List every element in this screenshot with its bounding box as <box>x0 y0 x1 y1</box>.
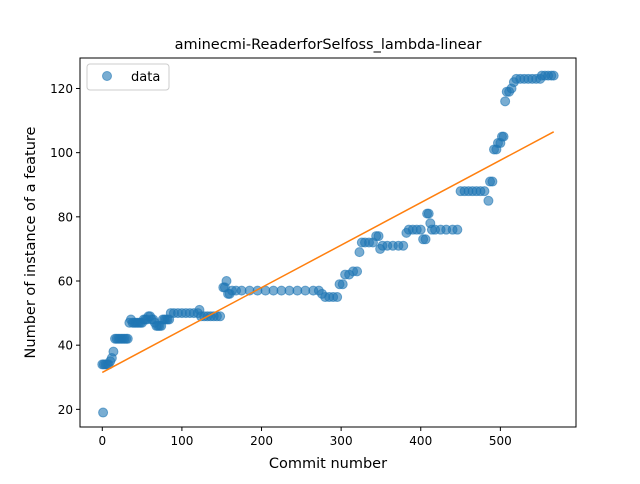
x-tick-label: 200 <box>250 434 273 448</box>
plot-frame <box>79 57 577 428</box>
data-point <box>420 234 431 245</box>
x-axis-label: Commit number <box>269 456 387 472</box>
data-layer <box>97 70 559 418</box>
data-point <box>548 70 559 81</box>
data-point <box>215 311 226 322</box>
data-point <box>452 224 463 235</box>
x-tick-label: 300 <box>330 434 353 448</box>
data-point <box>373 231 384 242</box>
data-point <box>500 96 511 107</box>
data-point <box>483 195 494 206</box>
data-point <box>332 292 343 303</box>
y-tick-label: 40 <box>58 339 73 353</box>
data-point <box>498 131 509 142</box>
data-point <box>415 224 426 235</box>
data-point <box>423 208 434 219</box>
data-point <box>354 247 365 258</box>
y-tick-label: 120 <box>50 82 73 96</box>
x-tick-label: 0 <box>98 434 106 448</box>
legend-label-data: data <box>131 70 160 85</box>
data-point <box>108 346 119 357</box>
legend-marker <box>102 71 112 81</box>
trend-line <box>101 131 555 374</box>
data-point <box>479 186 490 197</box>
plot-background <box>80 58 576 427</box>
data-point <box>352 266 363 277</box>
y-tick-label: 20 <box>58 403 73 417</box>
chart-title: aminecmi-ReaderforSelfoss_lambda-linear <box>175 37 482 53</box>
x-tick-label: 500 <box>489 434 512 448</box>
data-point <box>337 279 348 290</box>
y-tick-label: 100 <box>50 146 73 160</box>
legend: data <box>86 63 170 91</box>
legend-box <box>86 63 170 91</box>
data-point <box>98 407 109 418</box>
x-tick-label: 100 <box>170 434 193 448</box>
y-axis-label: Number of instance of a feature <box>23 126 39 358</box>
data-point <box>122 333 133 344</box>
data-point <box>398 240 409 251</box>
data-point <box>221 276 232 286</box>
x-tick-label: 400 <box>409 434 432 448</box>
y-tick-label: 80 <box>58 210 73 224</box>
axes-layer: 0 100 200 300 400 500 20 40 60 80 100 120 <box>50 82 512 448</box>
y-tick-label: 60 <box>58 275 73 289</box>
data-point <box>487 176 498 187</box>
